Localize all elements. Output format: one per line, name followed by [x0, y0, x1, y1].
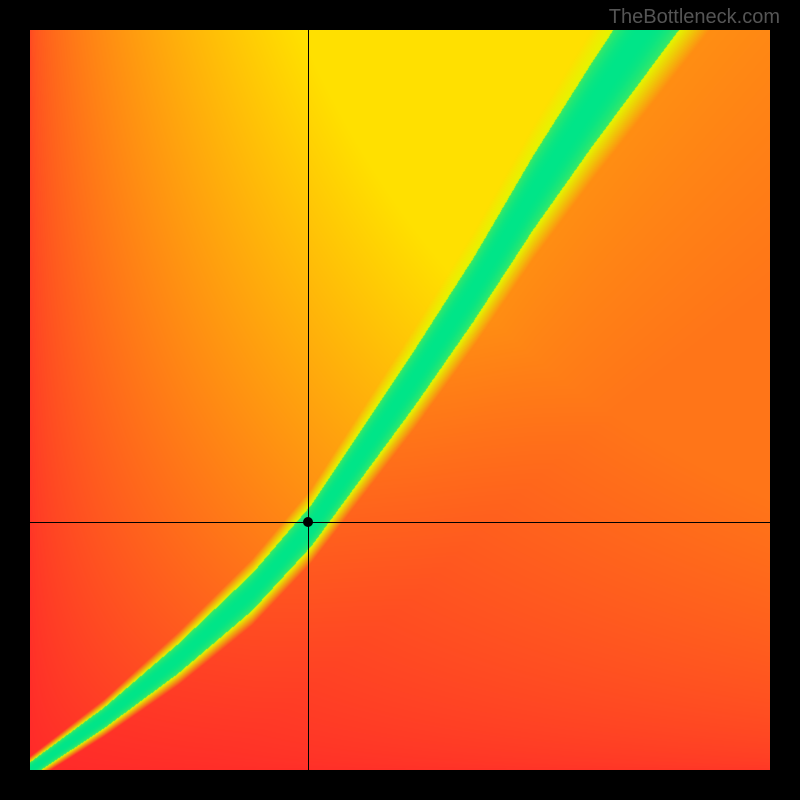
- crosshair-marker: [303, 517, 313, 527]
- heatmap-chart: [30, 30, 770, 770]
- heatmap-canvas: [30, 30, 770, 770]
- attribution-label: TheBottleneck.com: [609, 6, 780, 29]
- crosshair-vertical: [308, 30, 309, 770]
- crosshair-horizontal: [30, 522, 770, 523]
